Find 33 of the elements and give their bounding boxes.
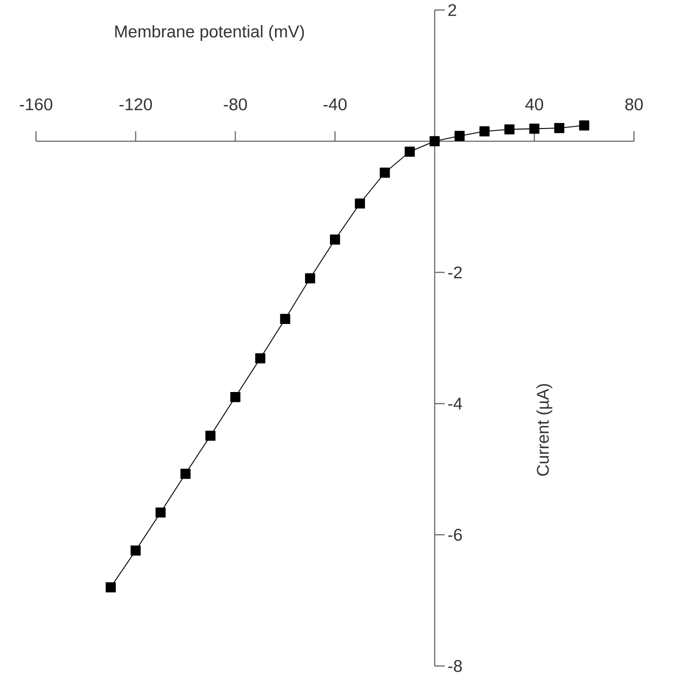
- x-tick-label: 40: [525, 98, 544, 110]
- y-tick-label: -4: [448, 398, 462, 410]
- y-tick-label: -8: [448, 660, 462, 672]
- point: [156, 507, 166, 518]
- point: [305, 273, 316, 284]
- y-tick-label: 2: [448, 4, 456, 16]
- point: [430, 136, 440, 146]
- point: [106, 582, 116, 592]
- point: [504, 124, 514, 134]
- y-axis-title: Current (µA): [536, 384, 552, 476]
- point: [579, 120, 590, 130]
- x-axis-title: Membrane potential (mV): [115, 25, 304, 41]
- x-tick-label: -120: [119, 98, 152, 110]
- point: [280, 314, 290, 324]
- point: [330, 234, 340, 245]
- x-tick-label: -160: [20, 98, 52, 110]
- point: [529, 124, 540, 134]
- point: [354, 198, 365, 209]
- point: [479, 126, 490, 136]
- point: [380, 168, 390, 178]
- y-tick-label: -6: [448, 528, 462, 541]
- point: [454, 130, 465, 141]
- x-tick-label: -80: [224, 98, 247, 110]
- y-tick-label: -2: [448, 266, 462, 278]
- x-tick-label: 80: [625, 98, 643, 110]
- point: [130, 545, 141, 556]
- point: [255, 353, 266, 364]
- point: [180, 468, 191, 479]
- point: [554, 123, 564, 134]
- point: [205, 430, 216, 441]
- point: [404, 146, 415, 157]
- x-tick-label: -40: [324, 98, 347, 110]
- point: [230, 392, 240, 402]
